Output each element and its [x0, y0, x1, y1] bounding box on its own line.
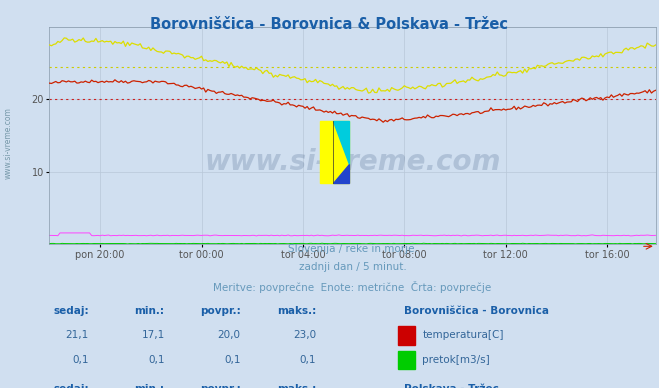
- Text: Borovniščica - Borovnica: Borovniščica - Borovnica: [404, 306, 549, 316]
- Text: pretok[m3/s]: pretok[m3/s]: [422, 355, 490, 365]
- Text: 20,0: 20,0: [217, 330, 241, 340]
- Text: www.si-vreme.com: www.si-vreme.com: [3, 107, 13, 180]
- Text: 23,0: 23,0: [293, 330, 316, 340]
- Text: Borovniščica - Borovnica & Polskava - Tržec: Borovniščica - Borovnica & Polskava - Tr…: [150, 17, 509, 33]
- Text: sedaj:: sedaj:: [53, 306, 89, 316]
- Text: 0,1: 0,1: [300, 355, 316, 365]
- Text: Slovenija / reke in morje.: Slovenija / reke in morje.: [287, 244, 418, 254]
- Text: 17,1: 17,1: [142, 330, 165, 340]
- Text: povpr.:: povpr.:: [200, 306, 241, 316]
- Text: min.:: min.:: [134, 384, 165, 388]
- Text: temperatura[C]: temperatura[C]: [422, 330, 503, 340]
- Text: Polskava - Tržec: Polskava - Tržec: [404, 384, 499, 388]
- Polygon shape: [333, 164, 349, 183]
- Polygon shape: [333, 121, 349, 164]
- Bar: [398, 326, 415, 345]
- Text: zadnji dan / 5 minut.: zadnji dan / 5 minut.: [299, 262, 407, 272]
- Text: www.si-vreme.com: www.si-vreme.com: [204, 148, 501, 176]
- Text: 21,1: 21,1: [66, 330, 89, 340]
- Text: 0,1: 0,1: [148, 355, 165, 365]
- Bar: [398, 350, 415, 369]
- Text: povpr.:: povpr.:: [200, 384, 241, 388]
- Text: 0,1: 0,1: [224, 355, 241, 365]
- Text: min.:: min.:: [134, 306, 165, 316]
- Text: maks.:: maks.:: [277, 306, 316, 316]
- Text: sedaj:: sedaj:: [53, 384, 89, 388]
- Text: maks.:: maks.:: [277, 384, 316, 388]
- Bar: [320, 121, 349, 183]
- Text: Meritve: povprečne  Enote: metrične  Črta: povprečje: Meritve: povprečne Enote: metrične Črta:…: [214, 281, 492, 293]
- Text: 0,1: 0,1: [72, 355, 89, 365]
